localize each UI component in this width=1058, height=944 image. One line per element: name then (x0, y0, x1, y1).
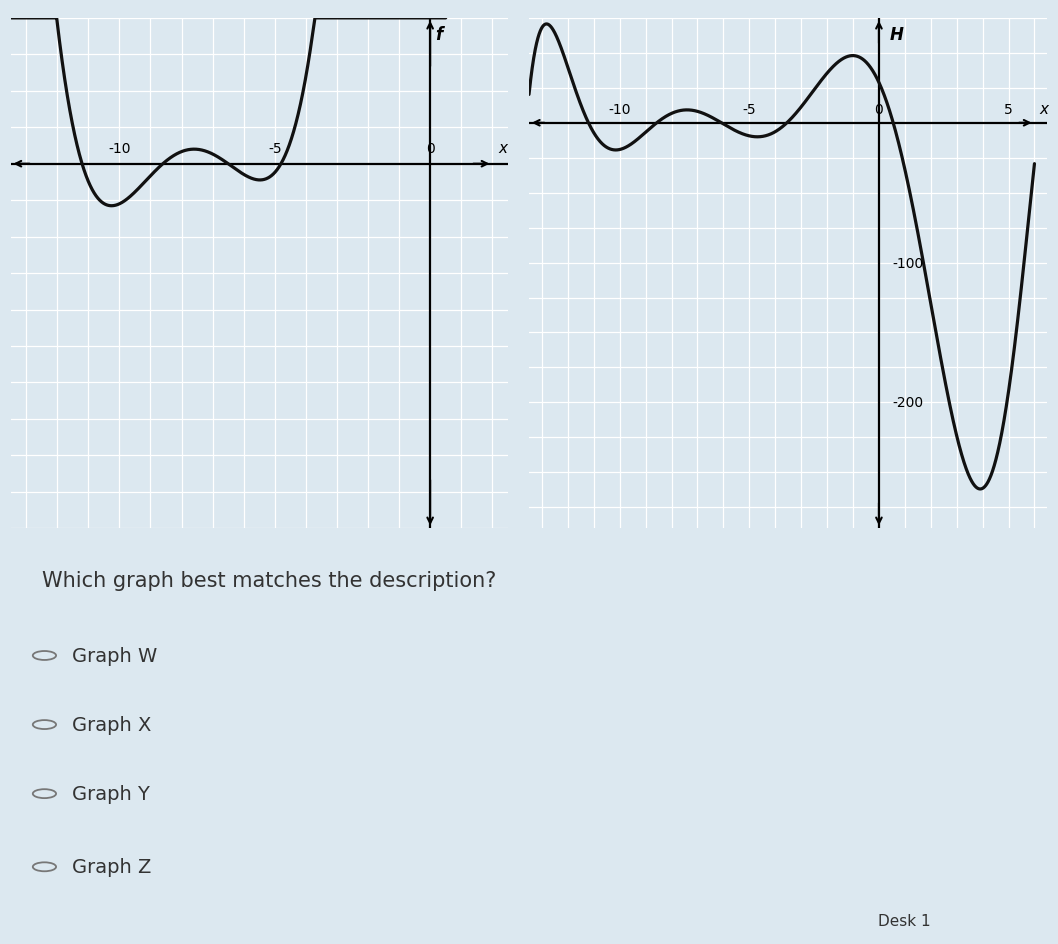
Text: 5: 5 (1004, 103, 1013, 117)
Text: H: H (890, 25, 904, 43)
Text: Desk 1: Desk 1 (878, 913, 931, 928)
Text: -200: -200 (892, 396, 923, 410)
Text: -5: -5 (268, 142, 281, 156)
Text: Graph Z: Graph Z (72, 857, 151, 876)
Text: x: x (498, 141, 508, 156)
Text: 0: 0 (425, 142, 435, 156)
Text: -100: -100 (892, 256, 924, 270)
Text: Graph Y: Graph Y (72, 784, 150, 803)
Text: f: f (435, 26, 442, 44)
Text: -10: -10 (108, 142, 130, 156)
Text: x: x (1040, 102, 1048, 117)
Text: Graph W: Graph W (72, 647, 158, 666)
Text: Graph X: Graph X (72, 716, 151, 734)
Text: 0: 0 (875, 103, 883, 117)
Text: -5: -5 (743, 103, 756, 117)
Text: -10: -10 (608, 103, 631, 117)
Text: Which graph best matches the description?: Which graph best matches the description… (42, 570, 496, 591)
